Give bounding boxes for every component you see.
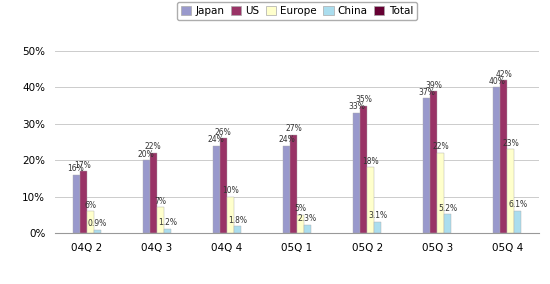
Text: 0.9%: 0.9%	[87, 219, 107, 228]
Bar	[297, 215, 304, 233]
Bar	[283, 146, 290, 233]
Bar	[514, 211, 521, 233]
Bar	[164, 229, 170, 233]
Text: 10%: 10%	[222, 186, 239, 195]
Legend: Japan, US, Europe, China, Total: Japan, US, Europe, China, Total	[177, 2, 417, 20]
Bar	[444, 214, 452, 233]
Bar	[508, 149, 514, 233]
Bar	[86, 211, 94, 233]
Text: 5%: 5%	[294, 204, 306, 213]
Text: 24%: 24%	[208, 135, 225, 144]
Bar	[367, 168, 374, 233]
Text: 3.1%: 3.1%	[368, 211, 387, 220]
Text: 26%: 26%	[215, 128, 232, 137]
Text: 33%: 33%	[348, 103, 365, 111]
Bar	[304, 225, 311, 233]
Text: 23%: 23%	[503, 139, 519, 148]
Text: 22%: 22%	[432, 143, 449, 151]
Bar	[220, 138, 227, 233]
Text: 24%: 24%	[278, 135, 295, 144]
Text: 2.3%: 2.3%	[298, 214, 317, 223]
Bar	[360, 106, 367, 233]
Bar	[500, 80, 508, 233]
Bar	[213, 146, 220, 233]
Bar	[290, 135, 297, 233]
Bar	[142, 160, 150, 233]
Text: 7%: 7%	[154, 197, 166, 206]
Text: 40%: 40%	[488, 77, 505, 86]
Text: 6.1%: 6.1%	[508, 200, 527, 209]
Text: 1.2%: 1.2%	[158, 218, 177, 227]
Text: 39%: 39%	[425, 81, 442, 90]
Text: 5.2%: 5.2%	[438, 204, 458, 212]
Text: 35%: 35%	[355, 95, 372, 104]
Bar	[73, 175, 80, 233]
Text: 18%: 18%	[362, 157, 379, 166]
Text: 6%: 6%	[84, 201, 96, 210]
Text: 16%: 16%	[68, 164, 84, 173]
Bar	[150, 153, 157, 233]
Bar	[493, 87, 501, 233]
Text: 17%: 17%	[75, 161, 91, 170]
Bar	[94, 229, 101, 233]
Text: 22%: 22%	[145, 143, 162, 151]
Bar	[374, 222, 381, 233]
Bar	[424, 98, 430, 233]
Bar	[234, 226, 241, 233]
Text: 20%: 20%	[138, 150, 155, 159]
Bar	[157, 207, 164, 233]
Bar	[227, 197, 234, 233]
Text: 42%: 42%	[496, 70, 512, 79]
Bar	[437, 153, 444, 233]
Bar	[430, 91, 437, 233]
Bar	[80, 171, 86, 233]
Bar	[353, 113, 360, 233]
Text: 1.8%: 1.8%	[228, 216, 247, 225]
Text: 27%: 27%	[285, 124, 302, 133]
Text: 37%: 37%	[419, 88, 435, 97]
